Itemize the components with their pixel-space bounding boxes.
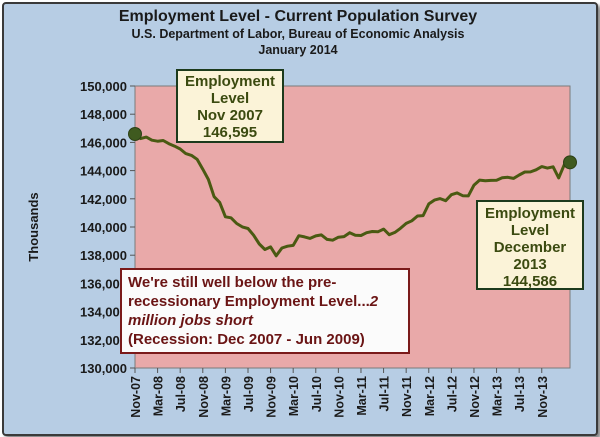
note-part2: 2 million jobs short (128, 293, 379, 329)
y-tick-label: 142,000 (80, 192, 127, 207)
x-tick-label: Jul-10 (310, 376, 324, 412)
y-tick-label: 130,000 (80, 361, 127, 376)
x-tick-label: Jul-11 (378, 376, 392, 411)
x-tick-label: Nov-09 (265, 376, 279, 418)
employment-series-line (134, 132, 571, 258)
end-annotation: Employment Level December 2013 144,586 (476, 200, 584, 290)
end-annotation-line4: 2013 (513, 256, 547, 273)
y-tick-label: 132,000 (80, 333, 127, 348)
end-annotation-line1: Employment (484, 205, 575, 222)
x-tick-label: Nov-10 (332, 376, 346, 418)
note-part1: We're still well below the pre-recession… (128, 274, 370, 310)
x-tick-label: Mar-11 (355, 376, 369, 416)
y-tick-label: 144,000 (80, 164, 127, 179)
y-tick-label: 138,000 (80, 248, 127, 263)
x-tick-label: Mar-12 (423, 376, 437, 416)
x-tick-label: Mar-08 (152, 376, 166, 416)
y-tick-label: 146,000 (80, 135, 127, 150)
y-tick-label: 150,000 (80, 79, 127, 94)
data-point-marker (563, 155, 577, 170)
start-annotation-line2: Level (210, 90, 250, 107)
y-tick-label: 134,000 (80, 305, 127, 320)
y-axis-label: Thousands (26, 192, 41, 261)
data-point-marker (128, 127, 142, 142)
x-tick-label: Nov-08 (197, 376, 211, 418)
start-annotation-value: 146,595 (202, 124, 258, 141)
note-part3: (Recession: Dec 2007 - Jun 2009) (128, 331, 365, 348)
chart-subtitle: U.S. Department of Labor, Bureau of Econ… (131, 27, 465, 41)
end-annotation-line2: Level (510, 222, 550, 239)
x-tick-label: Jul-13 (513, 376, 527, 412)
start-annotation-line3: Nov 2007 (197, 107, 263, 124)
x-tick-label: Jul-08 (174, 376, 188, 412)
start-annotation-line1: Employment (184, 73, 275, 90)
end-annotation-value: 144,586 (502, 273, 558, 290)
y-tick-label: 136,000 (80, 276, 127, 291)
x-tick-label: Mar-09 (219, 376, 233, 416)
x-tick-label: Jul-12 (445, 376, 459, 412)
start-annotation: Employment Level Nov 2007 146,595 (176, 69, 284, 143)
chart-date: January 2014 (258, 43, 338, 57)
end-annotation-line3: December (493, 239, 567, 256)
x-tick-label: Nov-07 (129, 376, 143, 418)
y-tick-label: 148,000 (80, 107, 127, 122)
x-tick-label: Nov-12 (468, 376, 482, 418)
x-tick-label: Mar-13 (491, 376, 505, 416)
x-tick-label: Nov-11 (400, 376, 414, 417)
x-tick-label: Jul-09 (242, 376, 256, 412)
y-tick-label: 140,000 (80, 220, 127, 235)
x-tick-label: Mar-10 (287, 376, 301, 416)
x-tick-label: Nov-13 (536, 376, 550, 418)
chart-title: Employment Level - Current Population Su… (118, 8, 478, 25)
note-annotation: We're still well below the pre-recession… (120, 268, 410, 354)
